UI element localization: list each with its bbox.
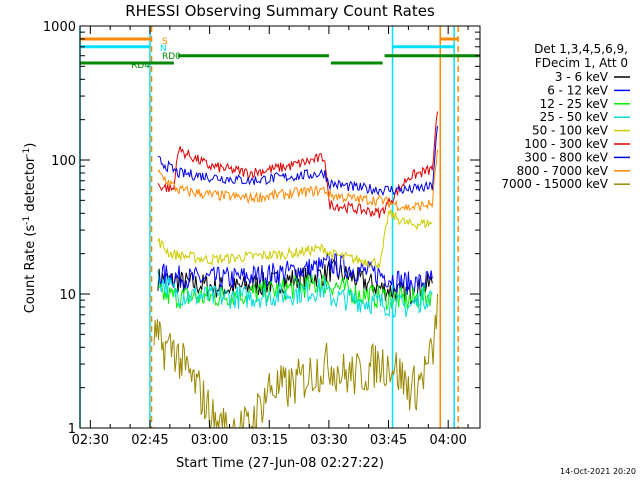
plot-frame — [79, 25, 481, 429]
series-line — [157, 209, 433, 269]
legend-label: 300 - 800 keV — [524, 150, 608, 164]
x-tick-label: 03:30 — [310, 433, 347, 448]
state-label-rd4: RD4 — [131, 61, 150, 71]
series-line — [157, 149, 438, 212]
y-tick-label: 100 — [51, 154, 76, 169]
chart-title: RHESSI Observing Summary Count Rates — [125, 2, 435, 20]
legend-label: 100 - 300 keV — [524, 137, 608, 151]
y-tick-label: 1 — [68, 422, 76, 437]
x-tick-label: 04:00 — [429, 433, 466, 448]
legend-label: 50 - 100 keV — [532, 124, 609, 138]
series-line — [157, 125, 438, 197]
axis-ticks: 02:30 02:45 03:00 03:15 03:30 03:45 04:00 1 10 10… — [43, 20, 480, 448]
legend-header-line-2: FDecim 1, Att 0 — [535, 56, 628, 70]
legend-header-line-1: Det 1,3,4,5,6,9, — [534, 42, 628, 56]
timestamp: 14-Oct-2021 20:20 — [560, 467, 636, 476]
state-label-n: N — [160, 44, 167, 54]
state-label-s: S — [162, 37, 168, 47]
x-tick-label: 03:15 — [251, 433, 288, 448]
legend-label: 3 - 6 keV — [555, 70, 609, 84]
x-tick-label: 03:45 — [370, 433, 407, 448]
series-line — [157, 253, 433, 295]
legend-label: 7000 - 15000 keV — [501, 177, 608, 191]
legend-label: 800 - 7000 keV — [517, 164, 609, 178]
x-tick-label: 03:00 — [191, 433, 228, 448]
series-line — [157, 273, 433, 312]
y-tick-label: 1000 — [43, 20, 76, 35]
legend-label: 12 - 25 keV — [540, 97, 609, 111]
x-axis-label: Start Time (27-Jun-08 02:27:22) — [176, 456, 384, 471]
state-label-rd0: RD0 — [162, 52, 181, 62]
legend-label: 25 - 50 keV — [540, 110, 609, 124]
y-axis-label: Count Rate (s-1 detector-1) — [22, 143, 38, 314]
y-tick-label: 10 — [59, 288, 76, 303]
x-tick-label: 02:45 — [131, 433, 168, 448]
series-line — [153, 293, 438, 430]
x-tick-label: 02:30 — [72, 433, 109, 448]
series-line — [157, 259, 433, 305]
series-line — [157, 270, 433, 318]
legend-label: 6 - 12 keV — [547, 83, 609, 97]
